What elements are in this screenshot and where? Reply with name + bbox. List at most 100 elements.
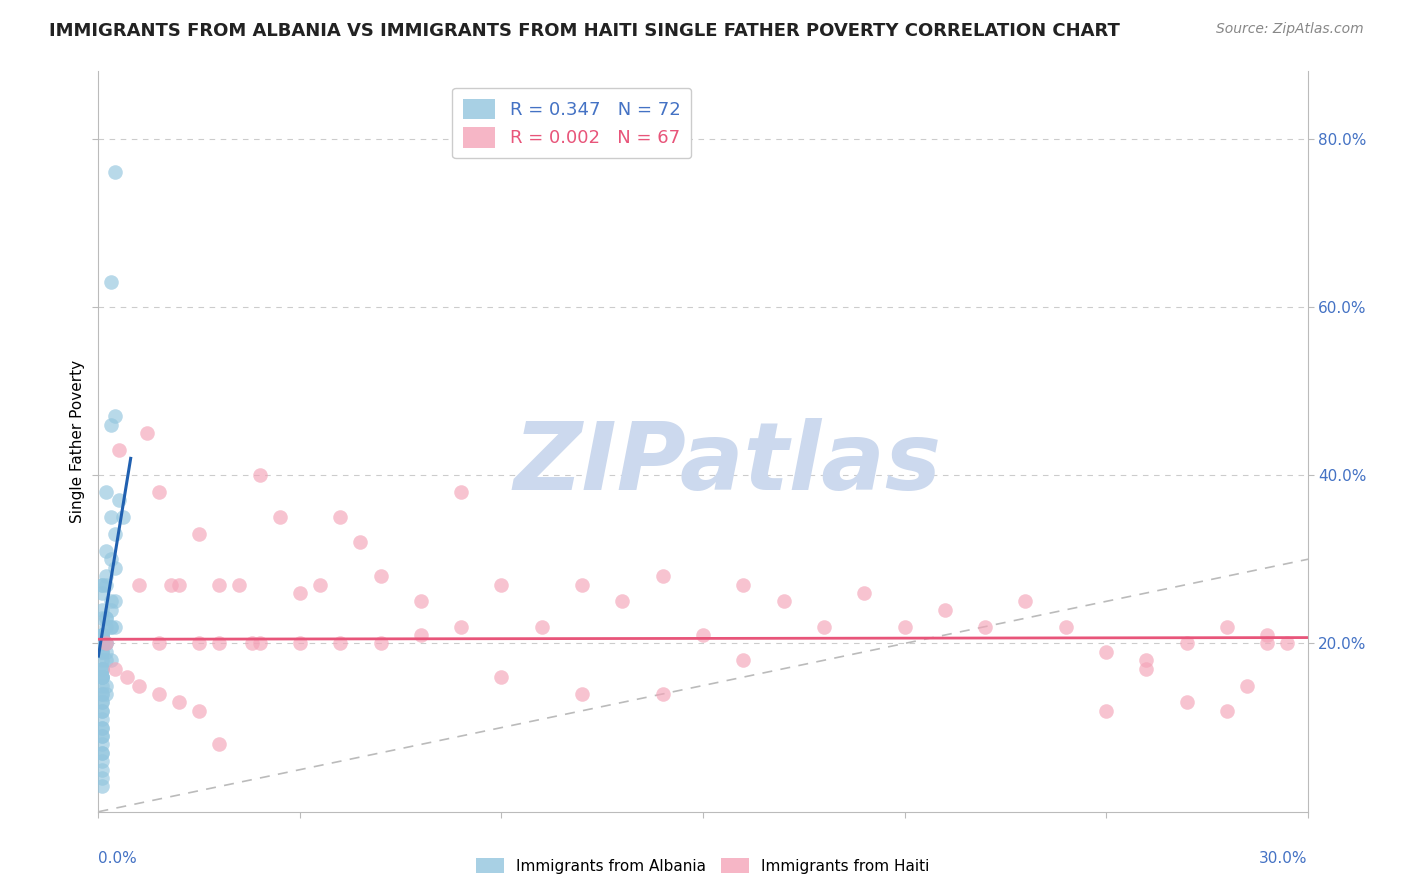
Point — [91, 670, 114, 684]
Point — [91, 662, 114, 676]
Point — [96, 544, 118, 558]
Point — [100, 594, 122, 608]
Point — [1175, 695, 1198, 709]
Point — [91, 586, 114, 600]
Point — [208, 738, 231, 752]
Point — [96, 679, 118, 693]
Point — [148, 687, 170, 701]
Point — [167, 577, 190, 591]
Point — [148, 485, 170, 500]
Point — [91, 577, 114, 591]
Point — [733, 653, 755, 667]
Point — [96, 687, 118, 701]
Point — [96, 577, 118, 591]
Point — [370, 569, 392, 583]
Point — [96, 611, 118, 625]
Point — [91, 670, 114, 684]
Point — [91, 628, 114, 642]
Point — [103, 409, 125, 424]
Point — [1236, 679, 1258, 693]
Point — [135, 426, 157, 441]
Point — [893, 619, 915, 633]
Point — [167, 695, 190, 709]
Point — [91, 729, 114, 743]
Point — [91, 746, 114, 760]
Point — [103, 662, 125, 676]
Point — [409, 628, 432, 642]
Point — [651, 687, 673, 701]
Point — [100, 603, 122, 617]
Point — [349, 535, 371, 549]
Point — [208, 636, 231, 650]
Point — [111, 510, 134, 524]
Point — [91, 636, 114, 650]
Point — [1014, 594, 1036, 608]
Point — [103, 165, 125, 179]
Point — [100, 275, 122, 289]
Point — [571, 577, 593, 591]
Point — [91, 670, 114, 684]
Point — [91, 729, 114, 743]
Legend: R = 0.347   N = 72, R = 0.002   N = 67: R = 0.347 N = 72, R = 0.002 N = 67 — [453, 87, 692, 159]
Point — [208, 577, 231, 591]
Point — [91, 645, 114, 659]
Point — [1256, 636, 1278, 650]
Point — [530, 619, 553, 633]
Point — [450, 619, 472, 633]
Point — [692, 628, 714, 642]
Text: 0.0%: 0.0% — [98, 851, 138, 865]
Point — [188, 527, 211, 541]
Point — [1095, 704, 1118, 718]
Point — [1175, 636, 1198, 650]
Point — [249, 636, 271, 650]
Point — [100, 619, 122, 633]
Point — [651, 569, 673, 583]
Point — [491, 670, 513, 684]
Point — [91, 577, 114, 591]
Point — [91, 695, 114, 709]
Point — [309, 577, 332, 591]
Point — [91, 695, 114, 709]
Point — [329, 510, 352, 524]
Point — [188, 636, 211, 650]
Point — [91, 636, 114, 650]
Point — [100, 653, 122, 667]
Point — [107, 493, 129, 508]
Point — [91, 780, 114, 794]
Point — [100, 619, 122, 633]
Point — [288, 586, 311, 600]
Point — [1277, 636, 1299, 650]
Point — [450, 485, 472, 500]
Point — [91, 687, 114, 701]
Point — [91, 636, 114, 650]
Point — [974, 619, 997, 633]
Point — [103, 619, 125, 633]
Point — [934, 603, 956, 617]
Point — [103, 594, 125, 608]
Point — [91, 653, 114, 667]
Point — [96, 636, 118, 650]
Point — [91, 628, 114, 642]
Point — [288, 636, 311, 650]
Point — [91, 721, 114, 735]
Point — [128, 679, 150, 693]
Point — [96, 645, 118, 659]
Point — [91, 704, 114, 718]
Point — [1054, 619, 1077, 633]
Point — [91, 603, 114, 617]
Point — [91, 679, 114, 693]
Point — [249, 468, 271, 483]
Point — [91, 704, 114, 718]
Point — [240, 636, 263, 650]
Point — [96, 485, 118, 500]
Point — [96, 636, 118, 650]
Point — [91, 662, 114, 676]
Point — [409, 594, 432, 608]
Point — [103, 560, 125, 574]
Point — [733, 577, 755, 591]
Text: ZIPatlas: ZIPatlas — [513, 417, 941, 509]
Point — [91, 645, 114, 659]
Point — [115, 670, 138, 684]
Point — [91, 754, 114, 768]
Point — [269, 510, 291, 524]
